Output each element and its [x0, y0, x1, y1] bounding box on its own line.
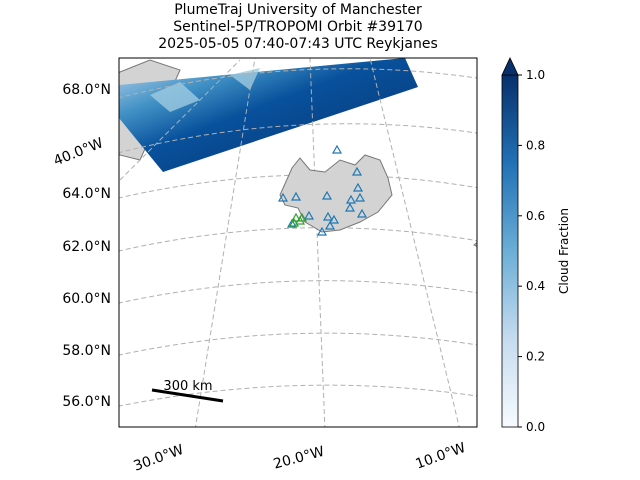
- lat-label: 68.0°N: [62, 82, 111, 98]
- cloud-patch: [150, 68, 260, 112]
- lon-label: 30.0°W: [131, 442, 185, 475]
- colorbar-tick-label: 1.0: [526, 68, 545, 82]
- colorbar-tick-label: 0.4: [526, 279, 545, 293]
- lon-labels: 40.0°W 30.0°W 20.0°W 10.0°W: [51, 135, 468, 475]
- volcano-markers: [277, 144, 368, 236]
- lat-label: 56.0°N: [62, 394, 111, 410]
- colorbar-extend: [501, 57, 519, 76]
- graticule: [119, 58, 477, 427]
- lat-label: 62.0°N: [62, 239, 111, 255]
- colorbar-tick-label: 0.0: [526, 420, 545, 434]
- lon-label: 20.0°W: [272, 444, 327, 473]
- title-line: 2025-05-05 07:40-07:43 UTC Reykjanes: [158, 36, 438, 52]
- lon-label: 10.0°W: [413, 440, 467, 473]
- colorbar-body: [501, 74, 519, 428]
- map-area: 300 km: [119, 58, 477, 427]
- scale-label: 300 km: [163, 379, 212, 394]
- lat-label: 58.0°N: [62, 343, 111, 359]
- colorbar-tick-label: 0.2: [526, 350, 545, 364]
- colorbar-label: Cloud Fraction: [557, 208, 571, 294]
- map-frame: [118, 57, 478, 428]
- lon-label: 40.0°W: [51, 135, 105, 169]
- scale-bar: [151, 388, 224, 403]
- lat-labels: 68.0°N 64.0°N 62.0°N 60.0°N 58.0°N 56.0°…: [62, 82, 111, 410]
- colorbar-tick-label: 0.8: [526, 138, 545, 152]
- lat-label: 64.0°N: [62, 186, 111, 202]
- title-line: Sentinel-5P/TROPOMI Orbit #39170: [173, 19, 422, 35]
- title-line: PlumeTraj University of Manchester: [174, 2, 422, 18]
- colorbar-tick-label: 0.6: [526, 209, 545, 223]
- colorbar: Cloud Fraction 0.0 0.2 0.4 0.6 0.8 1.0: [501, 57, 571, 434]
- lat-label: 60.0°N: [62, 291, 111, 307]
- coast: [473, 241, 477, 248]
- cloud-swath: [119, 58, 418, 172]
